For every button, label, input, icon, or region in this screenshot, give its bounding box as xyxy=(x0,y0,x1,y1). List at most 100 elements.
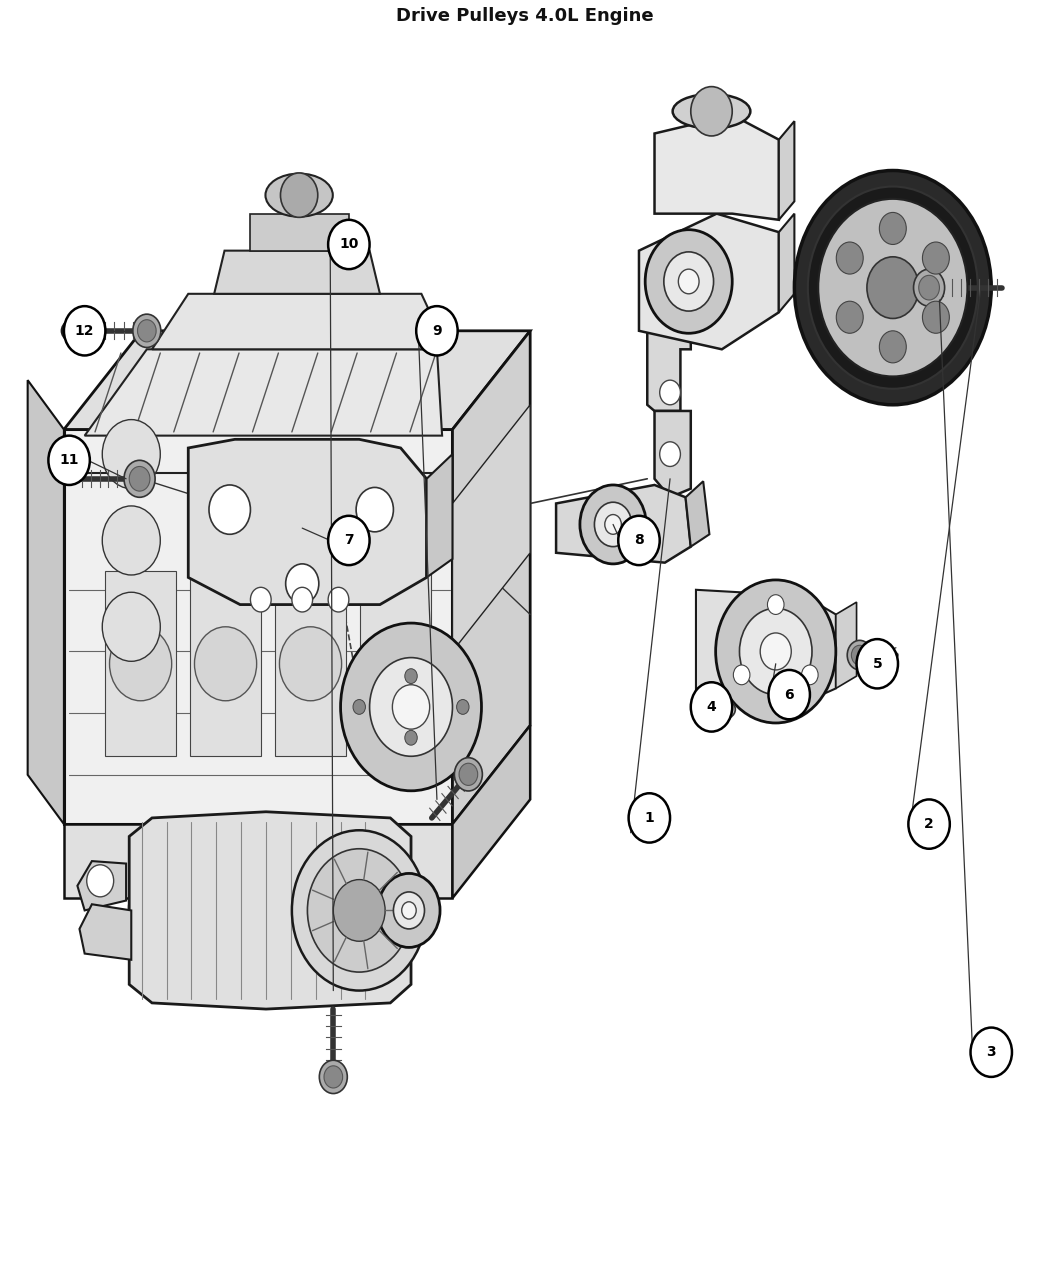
Circle shape xyxy=(324,1066,342,1088)
Polygon shape xyxy=(453,404,530,652)
Polygon shape xyxy=(85,349,442,436)
Circle shape xyxy=(280,173,318,217)
Circle shape xyxy=(394,892,424,929)
Circle shape xyxy=(279,627,341,701)
Bar xyxy=(105,571,175,756)
Circle shape xyxy=(836,242,863,274)
Circle shape xyxy=(194,627,256,701)
Bar xyxy=(275,571,345,756)
Text: 12: 12 xyxy=(75,324,94,338)
Circle shape xyxy=(714,703,726,717)
Circle shape xyxy=(102,419,161,488)
Circle shape xyxy=(457,700,469,714)
Title: Drive Pulleys 4.0L Engine: Drive Pulleys 4.0L Engine xyxy=(396,6,654,26)
Circle shape xyxy=(659,442,680,467)
Circle shape xyxy=(847,640,873,669)
Circle shape xyxy=(769,669,810,719)
Text: 3: 3 xyxy=(986,1046,996,1060)
Circle shape xyxy=(818,199,967,376)
Circle shape xyxy=(919,275,940,300)
Text: 4: 4 xyxy=(707,700,716,714)
Polygon shape xyxy=(779,214,795,312)
Polygon shape xyxy=(152,293,447,349)
Circle shape xyxy=(879,213,906,245)
Circle shape xyxy=(333,880,385,941)
Circle shape xyxy=(867,256,919,319)
Circle shape xyxy=(618,516,659,565)
Polygon shape xyxy=(80,904,131,960)
Circle shape xyxy=(109,627,172,701)
Bar xyxy=(190,571,260,756)
Circle shape xyxy=(678,269,699,293)
Circle shape xyxy=(402,901,416,919)
Circle shape xyxy=(102,506,161,575)
Circle shape xyxy=(87,864,113,896)
Circle shape xyxy=(807,186,978,389)
Text: 1: 1 xyxy=(645,811,654,825)
Circle shape xyxy=(251,588,271,612)
Circle shape xyxy=(292,830,426,991)
Polygon shape xyxy=(64,330,530,430)
Circle shape xyxy=(659,380,680,404)
Text: 6: 6 xyxy=(784,687,794,701)
Polygon shape xyxy=(654,411,691,497)
Circle shape xyxy=(416,306,458,356)
Circle shape xyxy=(308,849,411,972)
Circle shape xyxy=(970,1028,1012,1077)
Circle shape xyxy=(914,269,945,306)
Polygon shape xyxy=(453,725,530,898)
Text: 2: 2 xyxy=(924,817,933,831)
Circle shape xyxy=(138,320,156,342)
Circle shape xyxy=(801,666,818,685)
Circle shape xyxy=(922,242,949,274)
Text: 10: 10 xyxy=(339,237,358,251)
Circle shape xyxy=(64,306,105,356)
Text: 11: 11 xyxy=(60,454,79,468)
Circle shape xyxy=(124,460,155,497)
Circle shape xyxy=(605,515,622,534)
Circle shape xyxy=(48,436,90,484)
Polygon shape xyxy=(556,484,691,562)
Circle shape xyxy=(733,666,750,685)
Circle shape xyxy=(405,668,417,683)
Circle shape xyxy=(340,623,482,790)
Polygon shape xyxy=(188,440,426,604)
Circle shape xyxy=(129,467,150,491)
Circle shape xyxy=(364,627,426,701)
Circle shape xyxy=(405,731,417,745)
Circle shape xyxy=(852,645,868,666)
Circle shape xyxy=(102,593,161,662)
Ellipse shape xyxy=(62,317,101,344)
Circle shape xyxy=(286,564,319,603)
Circle shape xyxy=(691,682,732,732)
Ellipse shape xyxy=(266,173,333,217)
Polygon shape xyxy=(129,812,411,1009)
Polygon shape xyxy=(426,454,453,578)
Circle shape xyxy=(739,608,812,695)
Circle shape xyxy=(922,301,949,333)
Circle shape xyxy=(594,502,632,547)
Circle shape xyxy=(329,588,349,612)
Circle shape xyxy=(908,799,950,849)
Circle shape xyxy=(760,632,792,669)
Ellipse shape xyxy=(129,815,399,1006)
Circle shape xyxy=(629,793,670,843)
Polygon shape xyxy=(78,861,126,910)
Circle shape xyxy=(329,219,370,269)
Circle shape xyxy=(353,700,365,714)
Circle shape xyxy=(370,658,453,756)
Circle shape xyxy=(836,301,863,333)
Circle shape xyxy=(329,516,370,565)
Circle shape xyxy=(356,487,394,532)
Text: 7: 7 xyxy=(344,533,354,547)
Text: 8: 8 xyxy=(634,533,644,547)
Polygon shape xyxy=(453,330,530,824)
Polygon shape xyxy=(654,115,779,219)
Polygon shape xyxy=(836,602,857,688)
Circle shape xyxy=(716,580,836,723)
Polygon shape xyxy=(647,330,691,411)
Bar xyxy=(251,214,349,251)
Circle shape xyxy=(768,594,784,615)
Circle shape xyxy=(319,1061,348,1094)
Text: 9: 9 xyxy=(433,324,442,338)
